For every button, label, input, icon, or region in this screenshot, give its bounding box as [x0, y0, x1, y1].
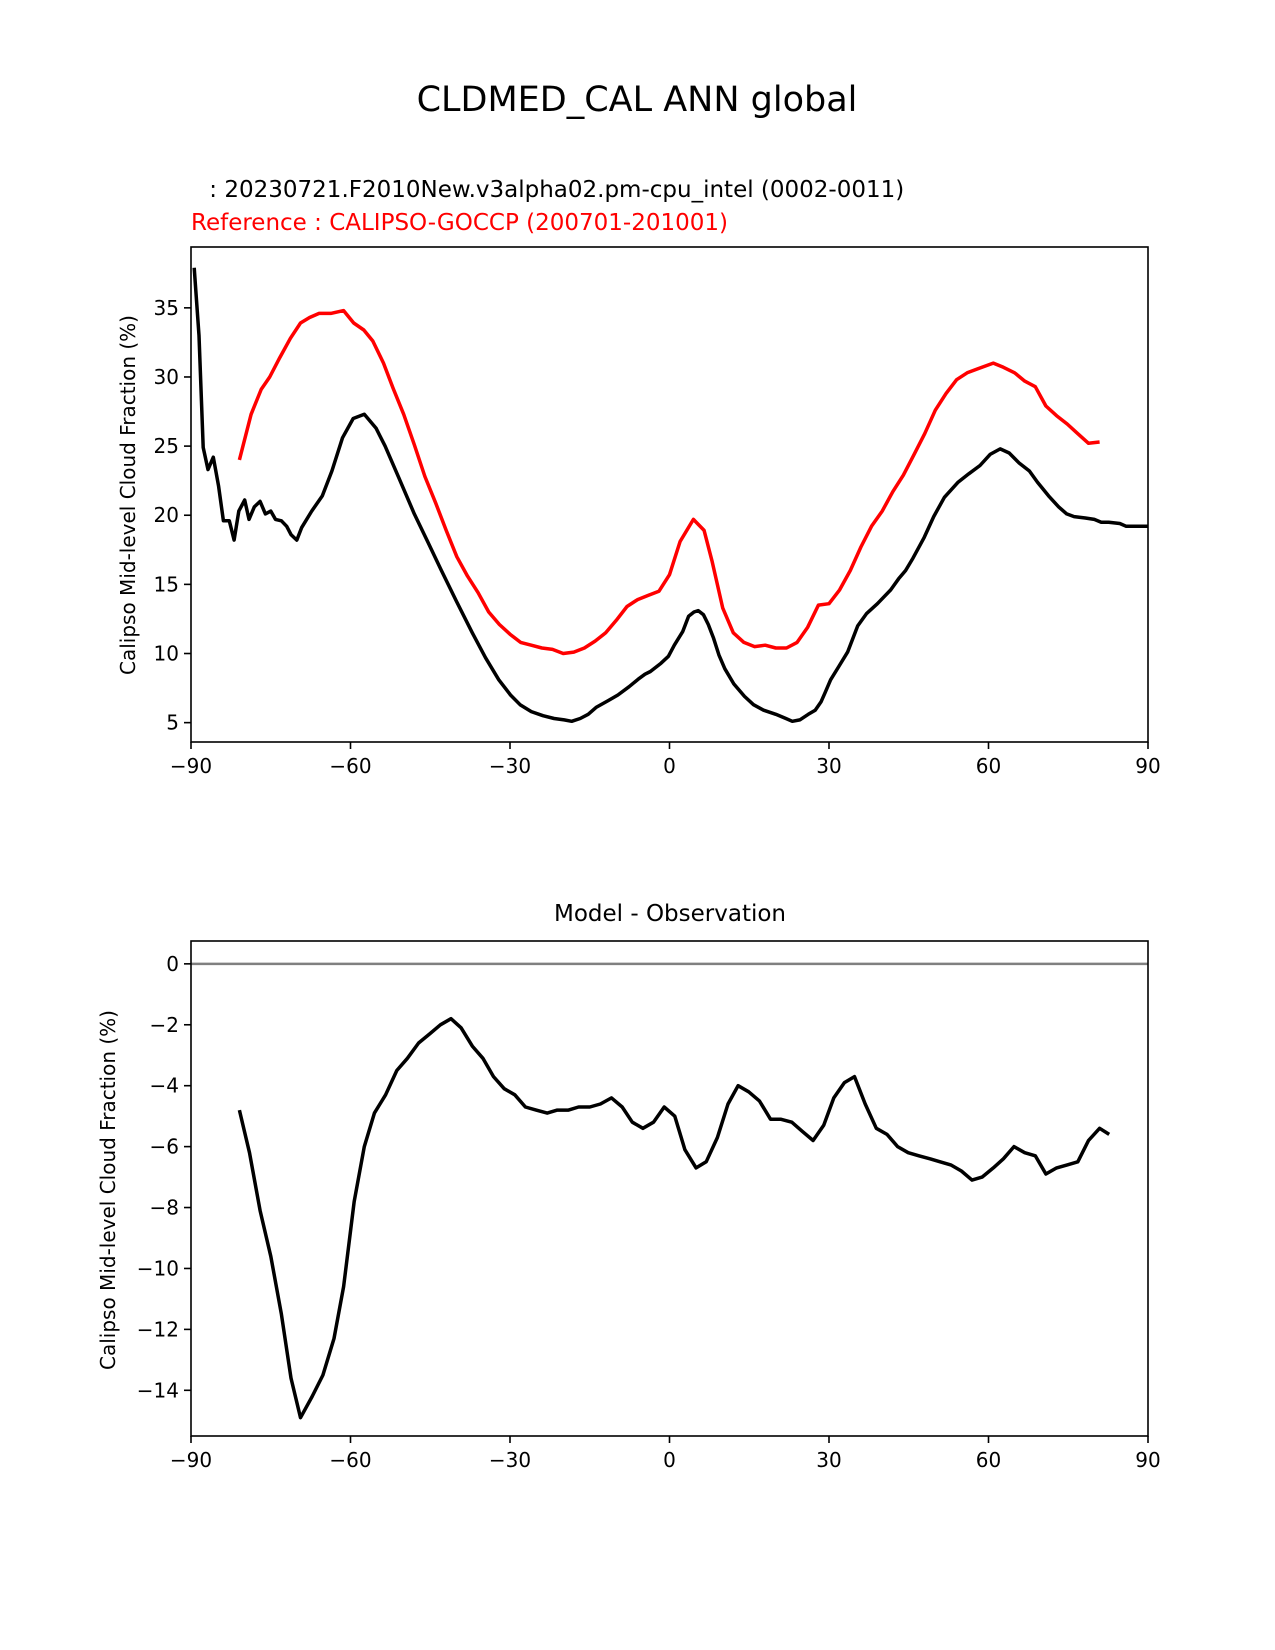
- y-tick-label: 15: [154, 572, 179, 596]
- y-tick-label: −14: [137, 1378, 179, 1402]
- y-tick-label: 30: [154, 365, 179, 389]
- y-tick-label: 25: [154, 434, 179, 458]
- panel-bottom: Model - Observation Calipso Mid-level Cl…: [96, 901, 1161, 1472]
- plot-area: −90 −60 −30 0 30 60 90 0 −2 −4 −6 −8 −10 −12 −14: [137, 940, 1161, 1472]
- x-tick-label: 30: [816, 1448, 841, 1472]
- x-tick-label: −60: [329, 1448, 371, 1472]
- x-tick-label: 0: [663, 1448, 676, 1472]
- y-tick-label: −12: [137, 1317, 179, 1341]
- x-tick-label: −60: [329, 754, 371, 778]
- panel-title: Model - Observation: [554, 901, 786, 927]
- x-tick-label: 0: [663, 754, 676, 778]
- y-tick-label: 0: [166, 952, 179, 976]
- y-axis-label: Calipso Mid-level Cloud Fraction (%): [96, 1010, 120, 1370]
- y-tick-label: −10: [137, 1256, 179, 1280]
- y-tick-label: 20: [154, 503, 179, 527]
- x-tick-label: 60: [976, 754, 1001, 778]
- y-tick-label: −4: [150, 1074, 179, 1098]
- diff-series-line: [237, 1016, 1111, 1420]
- reference-label: Reference : CALIPSO-GOCCP (200701-201001…: [191, 210, 728, 236]
- y-tick-label: −6: [150, 1135, 179, 1159]
- plot-area: −90 −60 −30 0 30 60 90 5 10 15 20 25 30 35: [154, 246, 1161, 778]
- y-tick-label: 10: [154, 642, 179, 666]
- y-tick-label: 35: [154, 296, 179, 320]
- test-label: : 20230721.F2010New.v3alpha02.pm-cpu_int…: [202, 177, 904, 203]
- x-tick-label: −30: [489, 754, 531, 778]
- x-tick-label: 90: [1135, 754, 1160, 778]
- y-tick-label: −8: [150, 1196, 179, 1220]
- page-title: CLDMED_CAL ANN global: [417, 80, 858, 120]
- y-tick-label: 5: [166, 711, 179, 735]
- x-tick-label: 30: [816, 754, 841, 778]
- x-tick-label: 60: [976, 1448, 1001, 1472]
- ref-series-line: [237, 308, 1100, 656]
- test-series-line: [192, 267, 1148, 724]
- y-tick-label: −2: [150, 1013, 179, 1037]
- x-tick-label: −90: [170, 1448, 212, 1472]
- x-tick-label: 90: [1135, 1448, 1160, 1472]
- x-tick-label: −30: [489, 1448, 531, 1472]
- panel-top: : 20230721.F2010New.v3alpha02.pm-cpu_int…: [116, 177, 1161, 778]
- y-axis-label: Calipso Mid-level Cloud Fraction (%): [116, 315, 140, 675]
- x-tick-label: −90: [170, 754, 212, 778]
